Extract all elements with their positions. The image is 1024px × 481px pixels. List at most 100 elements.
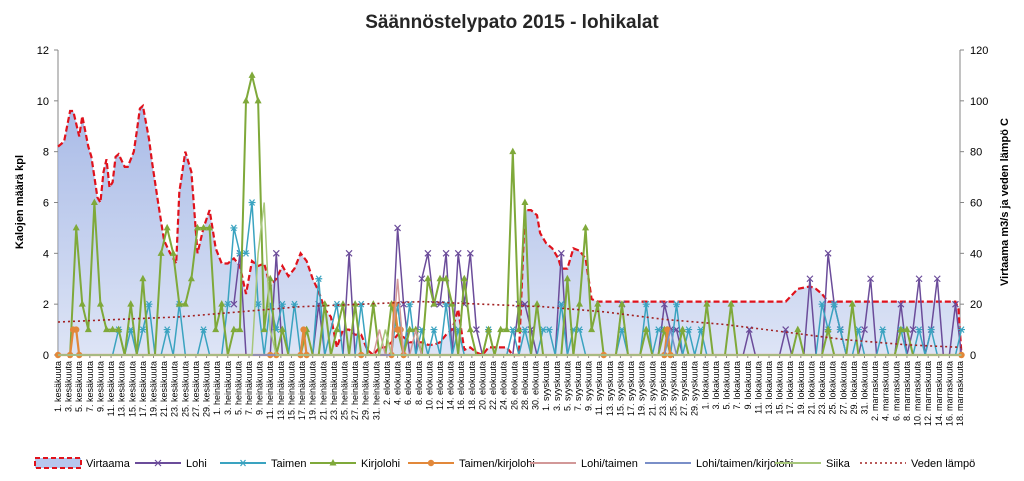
lohi-marker: [442, 249, 450, 257]
kirjolohi-marker: [212, 325, 220, 333]
kirjolohi-marker: [582, 223, 590, 231]
kirjolohi-marker: [533, 300, 541, 307]
kirjolohi-marker: [127, 300, 135, 307]
x-tick-label: 21. heinäkuuta: [318, 361, 328, 420]
x-tick-label: 10. elokuuta: [424, 361, 434, 410]
kirjolohi-marker: [163, 223, 171, 231]
lohi-marker: [952, 300, 959, 308]
flow-line: [57, 103, 963, 357]
taimen-marker: [673, 300, 681, 308]
kirjolohi-marker: [515, 325, 523, 333]
series-siika: [58, 202, 962, 356]
x-tick-label: 11. heinäkuuta: [265, 361, 275, 419]
kirjolohi-marker: [497, 325, 505, 333]
taimen-kirjolohi-marker: [300, 326, 307, 333]
taimen-marker: [927, 326, 935, 333]
x-tick-label: 2. marraskuuta: [870, 361, 880, 421]
kirjolohi-marker: [248, 71, 256, 78]
x-tick-label: 29. syyskuuta: [690, 361, 700, 416]
taimen-kirjolohi-marker: [397, 326, 404, 333]
x-tick-label: 7. kesäkuuta: [85, 361, 95, 412]
x-tick-label: 21. lokakuuta: [806, 361, 816, 415]
x-tick-label: 9. lokakuuta: [743, 361, 753, 410]
lohi-marker: [345, 249, 353, 257]
kirjolohi-marker: [563, 274, 571, 282]
x-tick-label: 27. kesäkuuta: [191, 361, 201, 417]
left-tick-label: 8: [43, 147, 49, 159]
x-tick-label: 25. heinäkuuta: [340, 361, 350, 420]
taimen-marker: [315, 275, 323, 283]
lohi-marker: [824, 249, 832, 257]
kirjolohi-marker: [588, 325, 596, 333]
x-tick-label: 13. syyskuuta: [605, 361, 615, 416]
taimen-kirjolohi-marker: [664, 326, 671, 333]
x-tick-label: 29. kesäkuuta: [202, 361, 212, 417]
x-tick-label: 2. elokuuta: [382, 361, 392, 405]
x-tick-label: 6. elokuuta: [403, 361, 413, 405]
x-tick-label: 15. kesäkuuta: [127, 361, 137, 417]
legend-swatch: [34, 457, 82, 469]
x-tick-label: 19. heinäkuuta: [308, 361, 318, 420]
legend-label: Kirjolohi: [361, 458, 400, 470]
legend-item-siika: Siika: [775, 458, 851, 470]
legend-label: Virtaama: [86, 458, 131, 470]
x-tick-label: 23. heinäkuuta: [329, 361, 339, 420]
x-tick-label: 4. marraskuuta: [881, 361, 891, 421]
kirjolohi-marker: [109, 325, 117, 333]
right-tick-label: 0: [970, 350, 976, 362]
lohi-marker: [154, 459, 162, 467]
taimen-marker: [163, 326, 171, 333]
lohi-marker: [660, 300, 668, 308]
lohi-marker: [418, 275, 426, 283]
right-axis-label: Virtaama m3/s ja veden lämpö C: [999, 118, 1011, 286]
x-tick-label: 31. heinäkuuta: [371, 361, 381, 420]
x-tick-label: 23. lokakuuta: [817, 361, 827, 415]
kirjolohi-marker: [406, 325, 414, 333]
series-line: [58, 75, 962, 356]
x-tick-label: 11. syyskuuta: [594, 361, 604, 415]
kirjolohi-marker: [794, 325, 802, 333]
legend-item-lohi: Lohi: [135, 458, 207, 470]
lohi-marker: [673, 326, 680, 334]
x-tick-label: 5. heinäkuuta: [233, 361, 243, 415]
x-tick-label: 25. lokakuuta: [828, 361, 838, 415]
lohi-marker: [472, 326, 480, 334]
taimen-marker: [278, 300, 286, 308]
legend-label: Taimen: [271, 458, 306, 470]
taimen-marker: [239, 459, 247, 467]
kirjolohi-marker: [575, 300, 583, 307]
lohi-marker: [557, 249, 565, 257]
taimen-marker: [290, 300, 298, 308]
x-tick-label: 28. elokuuta: [520, 361, 530, 410]
kirjolohi-marker: [430, 300, 438, 307]
x-tick-label: 3. heinäkuuta: [223, 361, 233, 415]
left-axis-label: Kalojen määrä kpl: [14, 155, 26, 249]
lohi-marker: [867, 275, 874, 283]
kirjolohi-marker: [703, 300, 711, 307]
legend: Virtaama Lohi Taimen Kirjolohi Taimen/kirjol…: [34, 457, 975, 470]
taimen-marker: [521, 326, 529, 333]
x-tick-label: 27. lokakuuta: [838, 361, 848, 415]
kirjolohi-marker: [521, 198, 529, 205]
legend-item-lohi-taimen-kirjolohi: Lohi/taimen/kirjolohi: [645, 458, 793, 470]
kirjolohi-marker: [848, 300, 856, 307]
kirjolohi-marker: [339, 300, 347, 307]
kirjolohi-marker: [260, 325, 268, 333]
x-tick-label: 17. kesäkuuta: [138, 361, 148, 417]
x-tick-label: 21. syyskuuta: [647, 361, 657, 416]
legend-item-kirjolohi: Kirjolohi: [310, 458, 400, 470]
x-tick-label: 25. syyskuuta: [668, 361, 678, 416]
x-tick-label: 13. lokakuuta: [764, 361, 774, 415]
kirjolohi-marker: [448, 300, 456, 307]
kirjolohi-marker: [139, 274, 147, 282]
legend-item-lohi-taimen: Lohi/taimen: [530, 458, 638, 470]
x-tick-label: 31. lokakuuta: [859, 361, 869, 415]
x-tick-label: 13. kesäkuuta: [117, 361, 127, 417]
x-tick-label: 14. marraskuuta: [934, 361, 944, 426]
x-tick-label: 5. lokakuuta: [722, 361, 732, 410]
kirjolohi-marker: [329, 459, 337, 466]
x-tick-label: 25. kesäkuuta: [180, 361, 190, 417]
x-tick-label: 12. marraskuuta: [923, 361, 933, 426]
